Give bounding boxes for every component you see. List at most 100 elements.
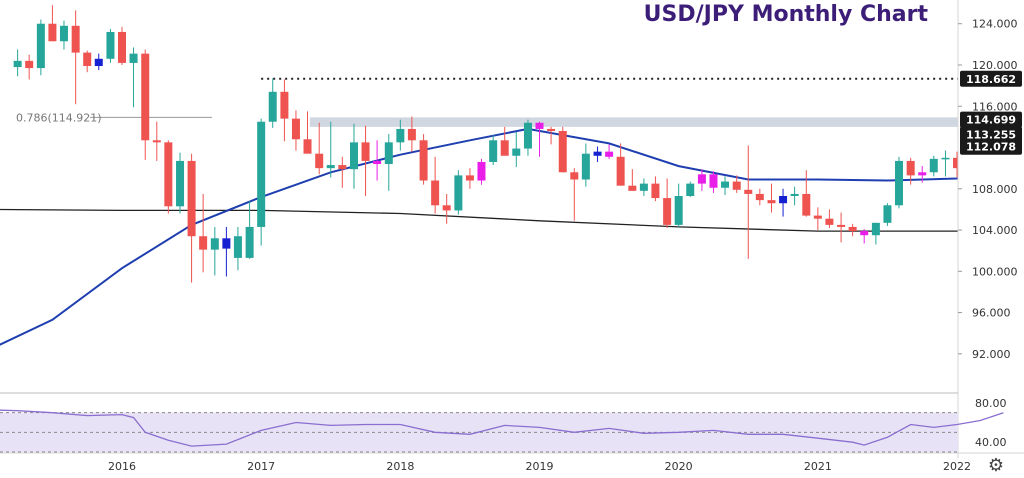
candle-body (639, 183, 648, 191)
candle (106, 28, 115, 63)
candle-body (558, 131, 567, 173)
candle-body (291, 118, 300, 140)
candle-body (141, 53, 150, 141)
price-tick-label: 92.000 (972, 348, 1011, 361)
candle (605, 144, 614, 159)
candle (941, 150, 950, 177)
candle (442, 193, 451, 224)
candle-body (953, 157, 958, 169)
candle-body (431, 180, 440, 206)
time-tick-label: 2022 (943, 460, 971, 473)
candle-body (465, 175, 474, 181)
candle (848, 223, 857, 237)
candle-body (813, 215, 822, 219)
candle-body (59, 25, 68, 42)
candle (558, 126, 567, 173)
candle (570, 168, 579, 221)
candle (25, 54, 34, 80)
candle (268, 78, 277, 128)
candle (767, 183, 776, 213)
candle-body (454, 175, 463, 211)
candle-body (605, 151, 614, 157)
candle (779, 188, 788, 217)
candle-body (663, 198, 672, 225)
candle-body (547, 128, 556, 132)
price-label-bg (960, 138, 1022, 155)
candle (512, 132, 521, 168)
candle (709, 171, 718, 193)
candle (837, 212, 846, 243)
chart-title: USD/JPY Monthly Chart (643, 2, 928, 27)
candle (929, 155, 938, 177)
candle-body (929, 158, 938, 173)
rsi-line (0, 409, 1004, 447)
gear-icon[interactable]: ⚙ (987, 455, 1005, 476)
candle (419, 134, 428, 185)
candle-body (512, 148, 521, 156)
candle (152, 121, 161, 161)
candle-body (442, 205, 451, 211)
candle (918, 166, 927, 183)
candle-body (245, 226, 254, 258)
candle (291, 110, 300, 151)
candle (164, 140, 173, 214)
candle-body (697, 174, 706, 184)
candle (523, 119, 532, 156)
candle-body (338, 165, 347, 170)
price-tick-label: 104.000 (972, 224, 1018, 237)
candle (36, 19, 45, 76)
candle (141, 49, 150, 160)
candle (71, 10, 80, 105)
candle (790, 186, 799, 206)
candle-body (674, 196, 683, 225)
fib-label: 0.786(114.921) (16, 111, 102, 124)
candle-body (767, 200, 776, 204)
time-tick-label: 2019 (526, 460, 554, 473)
candle (373, 140, 382, 181)
candle (222, 226, 231, 277)
candle (280, 79, 289, 142)
candle-body (802, 193, 811, 216)
candle (686, 181, 695, 198)
candle-body (744, 189, 753, 194)
candle (199, 193, 208, 273)
candle (616, 143, 625, 186)
candle-body (755, 193, 764, 201)
candle-body (222, 238, 231, 249)
candle-body (535, 122, 544, 129)
candle (361, 125, 370, 196)
candle-body (593, 151, 602, 156)
candle (83, 50, 92, 73)
candle (338, 156, 347, 188)
candle (13, 49, 22, 77)
time-tick-label: 2018 (386, 460, 414, 473)
candle (906, 157, 915, 185)
candle (233, 226, 242, 271)
candle (721, 176, 730, 195)
candle-body (686, 183, 695, 196)
candle-body (118, 31, 126, 63)
candle-body (268, 91, 277, 122)
price-label-text: 118.662 (966, 73, 1016, 86)
price-tick-label: 124.000 (972, 18, 1018, 31)
candle-body (361, 142, 370, 161)
candle-body (13, 60, 22, 68)
candle (384, 134, 393, 191)
candle-body (83, 52, 92, 67)
candle-body (837, 224, 846, 227)
candle-body (326, 165, 335, 169)
candle (871, 222, 880, 245)
candle (257, 118, 266, 246)
candle-body (976, 155, 984, 159)
candle-body (477, 161, 486, 181)
candle (48, 5, 57, 42)
candle (755, 188, 764, 206)
candle-body (871, 222, 880, 236)
candle (477, 158, 486, 185)
price-label-bg (960, 70, 1022, 87)
candle-body (199, 236, 208, 250)
candle-body (71, 25, 80, 53)
price-label-text: 112.078 (966, 141, 1016, 154)
